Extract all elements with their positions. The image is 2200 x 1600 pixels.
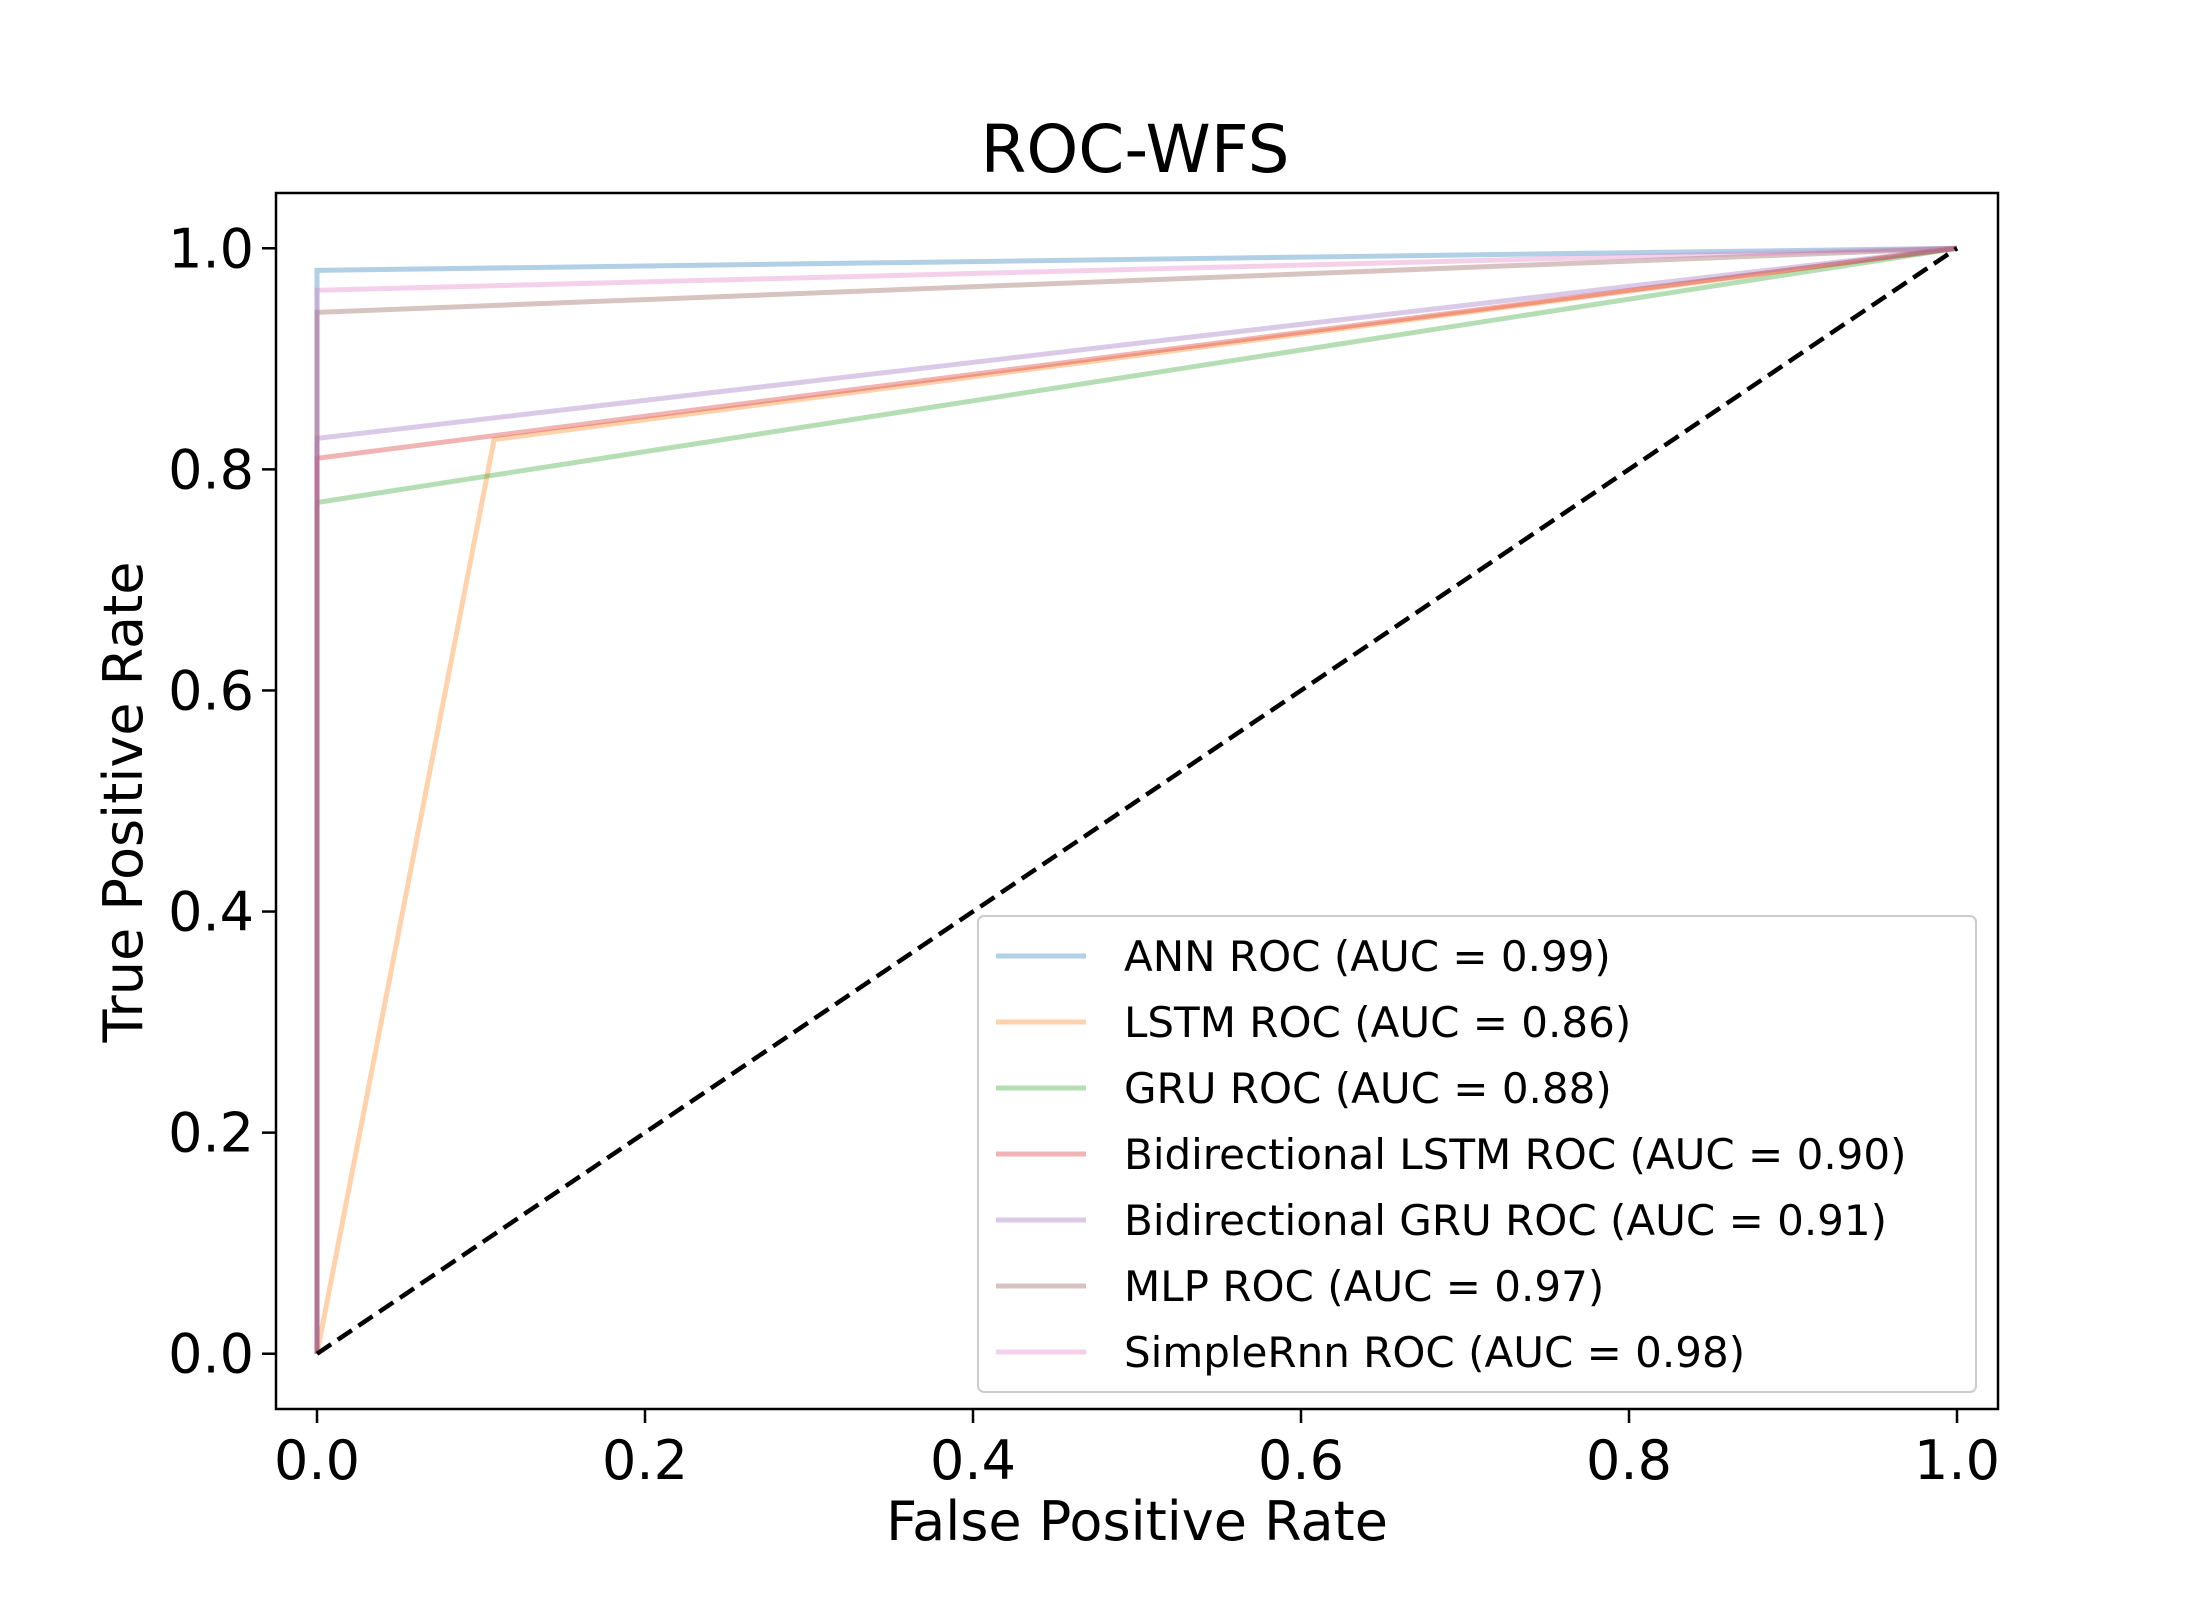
legend: ANN ROC (AUC = 0.99) LSTM ROC (AUC = 0.86…	[977, 915, 1977, 1393]
series-layer	[314, 245, 1958, 1355]
legend-label: SimpleRnn ROC (AUC = 0.98)	[1124, 1328, 1745, 1377]
series-line-lstm-roc	[314, 245, 1958, 1355]
series-line-bidirectional-gru-roc	[314, 245, 1958, 1354]
legend-label: ANN ROC (AUC = 0.99)	[1124, 932, 1611, 981]
y-tick-label: 0.2	[168, 1102, 254, 1165]
y-axis-label: True Positive Rate	[92, 561, 155, 1043]
y-tick-label: 0.0	[168, 1323, 254, 1386]
y-tick-label: 1.0	[168, 217, 254, 280]
legend-label: LSTM ROC (AUC = 0.86)	[1124, 998, 1631, 1047]
series-line-mlp-roc	[314, 245, 1958, 1354]
chance-diagonal-line	[315, 246, 1959, 1356]
legend-label: MLP ROC (AUC = 0.97)	[1124, 1262, 1604, 1311]
x-tick-label: 0.6	[1258, 1429, 1344, 1492]
y-tick-label: 0.4	[168, 881, 254, 944]
y-axis-ticks: 0.0 0.2 0.4 0.6 0.8 1.0	[168, 217, 276, 1386]
y-tick-label: 0.6	[168, 659, 254, 722]
x-tick-label: 0.4	[930, 1429, 1016, 1492]
legend-label: GRU ROC (AUC = 0.88)	[1124, 1064, 1612, 1113]
diagonal-layer	[315, 246, 1959, 1356]
x-axis-label: False Positive Rate	[886, 1490, 1388, 1553]
y-tick-label: 0.8	[168, 438, 254, 501]
series-line-simplernn-roc	[314, 245, 1958, 1354]
legend-frame	[977, 915, 1977, 1393]
x-tick-label: 0.2	[602, 1429, 688, 1492]
x-tick-label: 0.0	[274, 1429, 360, 1492]
x-tick-label: 0.8	[1586, 1429, 1672, 1492]
legend-label: Bidirectional GRU ROC (AUC = 0.91)	[1124, 1196, 1887, 1245]
series-line-bidirectional-lstm-roc	[314, 245, 1958, 1354]
series-line-ann-roc	[314, 245, 1958, 1354]
x-axis-ticks: 0.0 0.2 0.4 0.6 0.8 1.0	[274, 1409, 2000, 1492]
plot-frame	[274, 191, 2000, 1411]
legend-label: Bidirectional LSTM ROC (AUC = 0.90)	[1124, 1130, 1907, 1179]
series-line-gru-roc	[314, 245, 1958, 1354]
x-tick-label: 1.0	[1914, 1429, 2000, 1492]
chart-title: ROC-WFS	[981, 111, 1290, 188]
